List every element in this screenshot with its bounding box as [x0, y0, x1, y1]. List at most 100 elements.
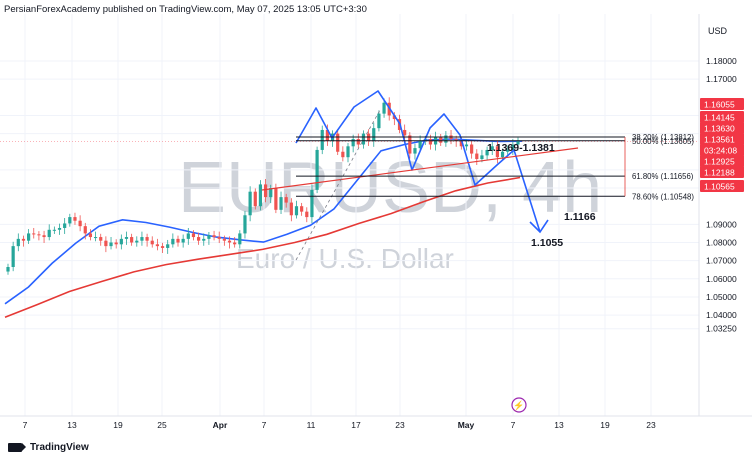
y-tick-label: 1.18000: [706, 56, 737, 66]
candle-body: [248, 191, 252, 216]
price-badge-label: 1.13630: [704, 124, 735, 134]
candle-body: [289, 202, 293, 216]
candle-body: [191, 233, 196, 238]
x-tick-label: 13: [67, 420, 77, 430]
x-tick-label: 11: [307, 420, 316, 430]
y-tick-label: 1.08000: [706, 238, 737, 248]
candle-body: [227, 240, 232, 243]
tradingview-brand: TradingView: [30, 442, 89, 453]
candle-body: [68, 217, 72, 224]
y-tick-label: 1.17000: [706, 74, 737, 84]
candle-body: [258, 184, 263, 207]
candle-body: [325, 129, 329, 141]
currency-label: USD: [708, 26, 728, 36]
candle-body: [263, 184, 268, 198]
candle-body: [243, 215, 247, 234]
candle-body: [459, 140, 463, 147]
time-axis[interactable]: 7 13 19 25 Apr 7 11 17 23 May 7 13 19 23: [23, 420, 656, 430]
x-tick-label: Apr: [213, 420, 228, 430]
candle-body: [145, 237, 149, 241]
candle-body: [500, 151, 505, 158]
candle-body: [480, 155, 484, 160]
candle-body: [238, 233, 242, 245]
candle-body: [454, 139, 458, 141]
fib-level-label: 78.60% (1.10548): [632, 192, 694, 201]
price-badges: 1.160551.141451.136301.1356103:24:081.12…: [700, 98, 744, 192]
candle-body: [310, 189, 314, 218]
candle-body: [202, 238, 206, 241]
price-badge-label: 03:24:08: [704, 146, 737, 156]
tradingview-mark-icon: [8, 443, 26, 452]
price-badge: [700, 144, 744, 156]
price-annotation: 1.1166: [564, 211, 596, 223]
candle-body: [186, 233, 190, 239]
candle-body: [109, 242, 113, 247]
candle-body: [119, 238, 123, 245]
candle-body: [305, 211, 309, 218]
candle-body: [6, 267, 10, 272]
candle-body: [351, 139, 355, 147]
candle-body: [160, 246, 165, 248]
candle-body: [52, 229, 56, 231]
ema-slow-line: [4, 176, 521, 319]
candle-body: [490, 146, 494, 150]
candle-body: [114, 242, 118, 245]
candle-body: [124, 237, 129, 239]
fib-source-line: [295, 109, 381, 261]
candle-body: [27, 233, 31, 241]
x-tick-label: May: [458, 420, 475, 430]
candle-body: [21, 238, 26, 241]
price-badge: [700, 122, 744, 134]
candle-body: [233, 242, 237, 245]
candle-body: [222, 238, 226, 241]
candle-body: [516, 140, 520, 145]
candle-body: [269, 188, 273, 198]
candle-body: [294, 206, 299, 216]
candle-body: [104, 240, 108, 247]
candle-body: [284, 197, 288, 203]
candle-body: [47, 229, 51, 238]
fib-level-label: 38.20% (1.13812): [632, 133, 694, 142]
price-badge: [700, 180, 744, 192]
x-tick-label: 25: [157, 420, 167, 430]
x-tick-label: 23: [646, 420, 656, 430]
candle-body: [336, 133, 340, 152]
y-tick-label: 1.09000: [706, 219, 737, 229]
x-tick-label: 7: [262, 420, 267, 430]
x-tick-label: 7: [23, 420, 28, 430]
candle-body: [212, 235, 216, 238]
candle-body: [300, 206, 304, 212]
candle-body: [63, 223, 67, 228]
candle-body: [485, 149, 489, 156]
candle-body: [341, 151, 345, 158]
x-tick-label: 17: [351, 420, 361, 430]
price-annotation: 1.1369-1.1381: [487, 142, 555, 154]
fib-level-label: 50.00% (1.13605): [632, 137, 694, 146]
candle-body: [511, 144, 515, 150]
price-axis[interactable]: 1.180001.170001.150001.140001.120001.110…: [706, 56, 737, 334]
candle-body: [37, 234, 41, 236]
candle-body: [382, 102, 386, 114]
candle-body: [130, 237, 134, 243]
drawings[interactable]: 38.20% (1.13812)50.00% (1.13605) 61.80% (…: [261, 90, 694, 261]
candle-body: [42, 235, 46, 238]
candle-body: [320, 129, 324, 150]
candle-body: [171, 238, 175, 245]
x-tick-label: 13: [554, 420, 564, 430]
candle-body: [392, 115, 396, 120]
candle-body: [73, 217, 77, 221]
candle-body: [475, 153, 479, 160]
price-annotation: 1.1055: [531, 237, 563, 249]
price-badge-label: 1.13561: [704, 135, 735, 145]
candle-body: [439, 137, 443, 143]
candle-body: [418, 140, 422, 149]
price-badge: [700, 133, 744, 145]
candle-body: [176, 238, 180, 243]
candle-body: [403, 129, 407, 136]
events-icon[interactable]: [511, 397, 527, 413]
candle-body: [253, 191, 257, 207]
candle-body: [32, 233, 36, 235]
candle-body: [57, 227, 62, 230]
head-shoulders-pattern: [295, 90, 541, 233]
